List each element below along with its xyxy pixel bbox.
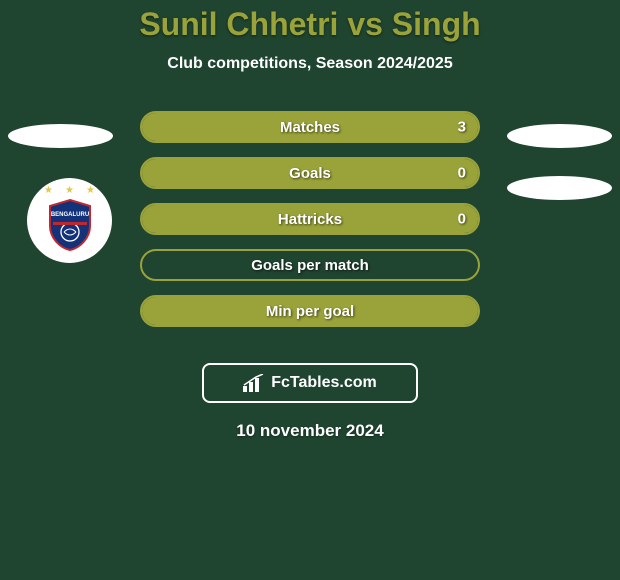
brand-box: FcTables.com xyxy=(202,363,418,403)
subtitle: Club competitions, Season 2024/2025 xyxy=(167,55,452,73)
stat-label: Hattricks xyxy=(278,211,342,228)
stat-value: 0 xyxy=(458,165,466,182)
stat-label: Goals per match xyxy=(251,257,369,274)
stat-row: Matches 3 xyxy=(140,111,480,143)
stat-label: Min per goal xyxy=(266,303,354,320)
page-title: Sunil Chhetri vs Singh xyxy=(139,6,480,43)
stat-row: Min per goal xyxy=(140,295,480,327)
stat-value: 0 xyxy=(458,211,466,228)
stat-row: Hattricks 0 xyxy=(140,203,480,235)
stat-row: Goals per match xyxy=(140,249,480,281)
chart-icon xyxy=(243,374,265,392)
stat-value: 3 xyxy=(458,119,466,136)
stat-row: Goals 0 xyxy=(140,157,480,189)
brand-text: FcTables.com xyxy=(271,374,377,392)
date-text: 10 november 2024 xyxy=(236,421,383,441)
stat-label: Goals xyxy=(289,165,331,182)
stat-label: Matches xyxy=(280,119,340,136)
